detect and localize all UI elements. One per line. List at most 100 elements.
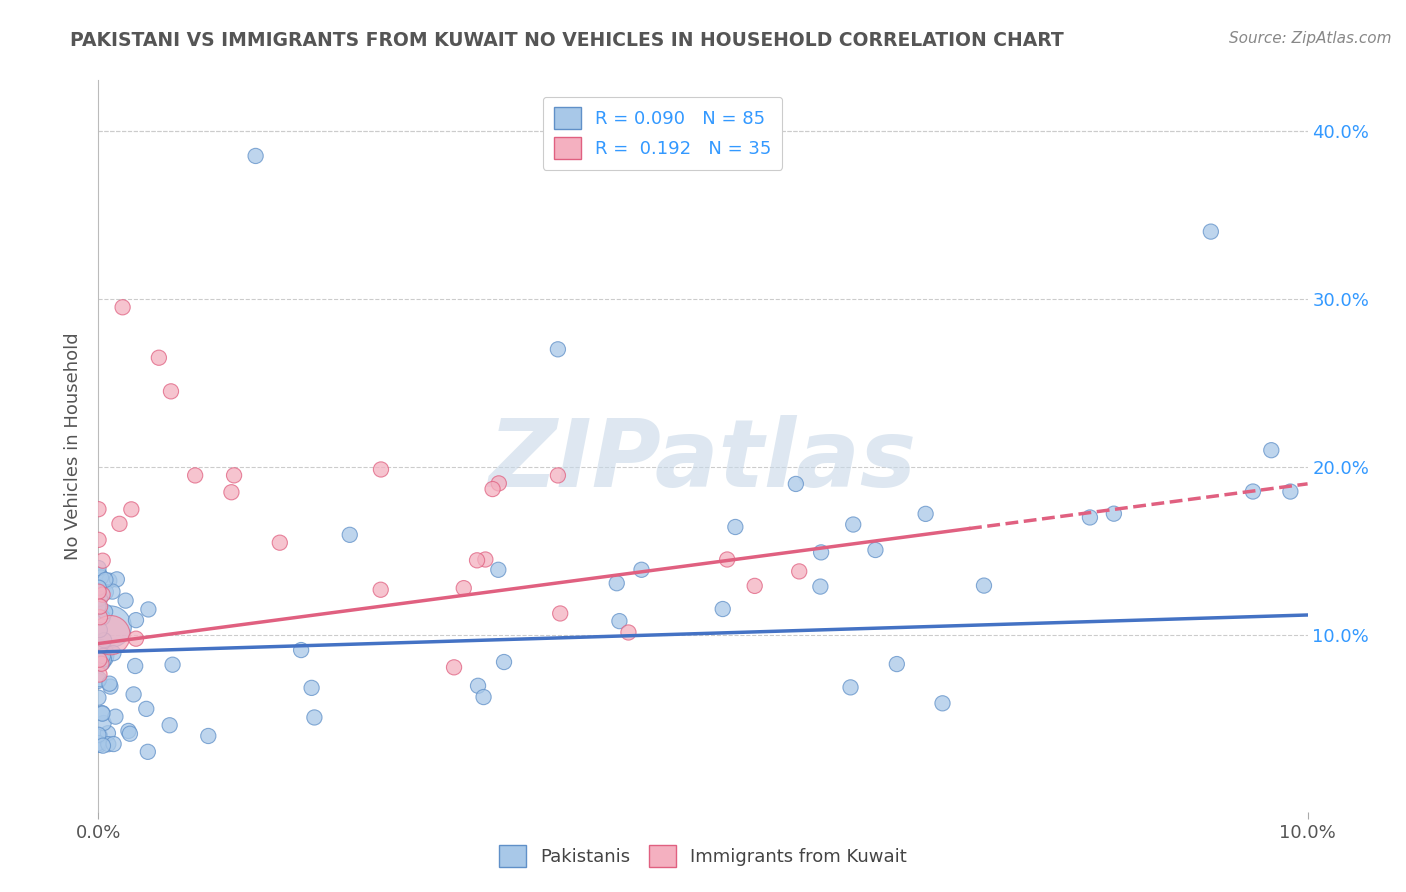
Point [118,727,141,741]
Point [724,520,747,534]
Point [122,687,145,701]
Point [606,576,628,591]
Point [222,468,245,483]
Point [103,646,125,660]
Point [370,582,392,597]
Point [108,516,131,531]
Point [87,728,110,742]
Point [269,535,291,549]
Point [197,729,219,743]
Point [100,680,122,694]
Point [1241,484,1264,499]
Point [160,384,183,399]
Point [1279,484,1302,499]
Point [89,610,111,624]
Point [787,565,810,579]
Point [973,578,995,592]
Point [467,679,489,693]
Point [135,702,157,716]
Point [443,660,465,674]
Point [98,676,121,690]
Point [785,477,807,491]
Point [474,552,496,566]
Point [87,561,110,575]
Point [91,706,114,720]
Point [93,716,115,731]
Point [159,718,181,732]
Point [89,599,111,614]
Point [842,517,865,532]
Point [245,149,267,163]
Point [91,610,114,624]
Point [339,528,361,542]
Point [87,581,110,595]
Point [931,696,953,710]
Point [89,667,111,681]
Point [89,568,111,582]
Point [94,573,117,587]
Point [87,584,110,599]
Point [87,581,110,595]
Point [87,591,110,606]
Point [91,554,114,568]
Point [617,625,640,640]
Point [221,485,243,500]
Point [89,729,111,743]
Point [87,533,110,547]
Point [87,736,110,750]
Point [90,570,112,584]
Point [609,614,631,628]
Point [1260,443,1282,458]
Point [162,657,184,672]
Point [94,585,117,599]
Point [148,351,170,365]
Point [87,673,110,688]
Point [716,552,738,566]
Point [136,745,159,759]
Text: PAKISTANI VS IMMIGRANTS FROM KUWAIT NO VEHICLES IN HOUSEHOLD CORRELATION CHART: PAKISTANI VS IMMIGRANTS FROM KUWAIT NO V… [70,31,1064,50]
Y-axis label: No Vehicles in Household: No Vehicles in Household [65,332,83,560]
Point [89,623,111,637]
Point [290,643,312,657]
Point [114,593,136,607]
Point [124,659,146,673]
Point [117,723,139,738]
Legend: Pakistanis, Immigrants from Kuwait: Pakistanis, Immigrants from Kuwait [492,838,914,874]
Point [547,343,569,357]
Point [93,652,115,666]
Point [125,632,148,646]
Point [1199,225,1222,239]
Point [90,657,112,671]
Point [1102,507,1125,521]
Point [91,648,114,663]
Point [89,591,111,606]
Point [91,706,114,721]
Point [488,476,510,491]
Point [481,482,503,496]
Point [711,602,734,616]
Point [808,580,831,594]
Point [839,681,862,695]
Point [101,584,124,599]
Point [98,574,121,588]
Point [472,690,495,704]
Point [89,672,111,686]
Point [1078,510,1101,524]
Point [103,737,125,751]
Point [486,563,509,577]
Point [104,709,127,723]
Point [97,726,120,740]
Text: Source: ZipAtlas.com: Source: ZipAtlas.com [1229,31,1392,46]
Point [301,681,323,695]
Point [94,605,117,619]
Point [630,563,652,577]
Point [87,502,110,516]
Legend: R = 0.090   N = 85, R =  0.192   N = 35: R = 0.090 N = 85, R = 0.192 N = 35 [543,96,782,169]
Point [492,655,515,669]
Point [111,300,134,314]
Point [810,545,832,559]
Point [138,602,160,616]
Point [87,648,110,662]
Point [89,653,111,667]
Point [125,613,148,627]
